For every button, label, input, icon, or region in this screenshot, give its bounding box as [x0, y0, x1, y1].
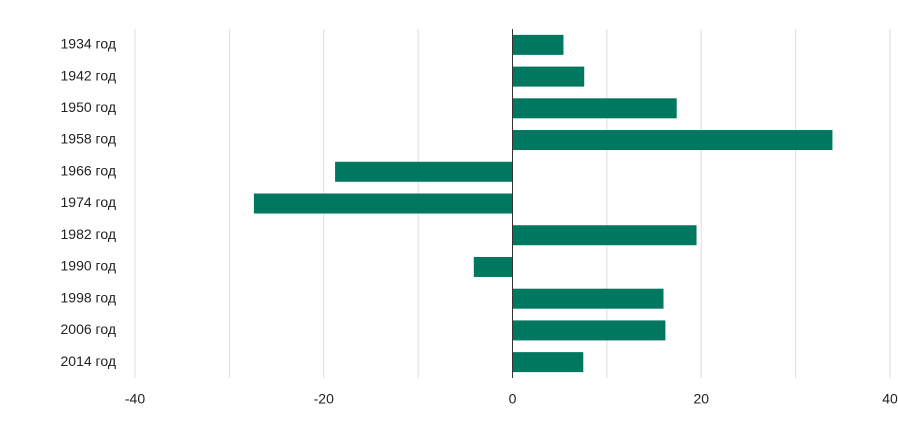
bar: [335, 161, 513, 182]
bar: [512, 225, 697, 246]
y-tick-label: 1974 год: [61, 194, 116, 210]
bar: [253, 193, 513, 214]
y-tick-label: 1934 год: [61, 36, 116, 52]
bar: [473, 256, 513, 277]
bar: [512, 288, 664, 309]
y-tick-label: 2014 год: [61, 353, 116, 369]
y-tick-label: 1990 год: [61, 258, 116, 274]
y-tick-label: 1958 год: [61, 131, 116, 147]
y-tick-label: 1950 год: [61, 99, 116, 115]
bar: [512, 66, 585, 87]
y-tick-label: 1966 год: [61, 162, 116, 178]
bar: [512, 352, 584, 373]
bar: [512, 320, 666, 341]
bar: [512, 98, 677, 119]
y-tick-label: 1982 год: [61, 226, 116, 242]
x-tick-label: 40: [882, 391, 898, 407]
x-tick-label: 20: [693, 391, 709, 407]
bar: [512, 34, 564, 55]
y-tick-label: 2006 год: [61, 321, 116, 337]
x-tick-label: -20: [314, 391, 334, 407]
x-tick-label: 0: [509, 391, 517, 407]
bar: [512, 130, 833, 151]
y-tick-label: 1942 год: [61, 67, 116, 83]
x-tick-label: -40: [125, 391, 145, 407]
y-tick-label: 1998 год: [61, 289, 116, 305]
